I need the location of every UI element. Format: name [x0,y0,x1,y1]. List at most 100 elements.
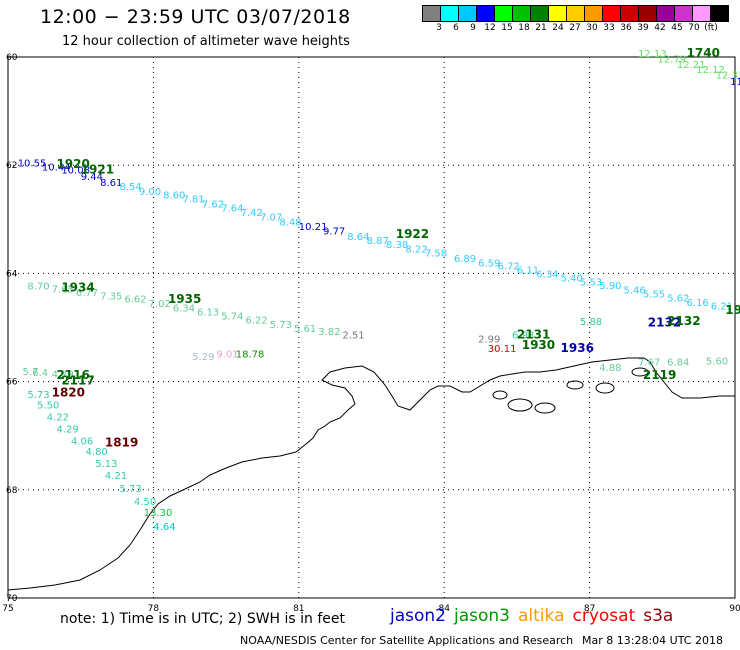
scale-label: 24 [552,23,564,33]
wave-height-label: 5.53 [580,277,602,288]
scale-label: 9 [470,23,476,33]
page-title: 12:00 − 23:59 UTC 03/07/2018 [40,6,351,28]
time-label: 1920 [56,157,89,171]
scale-label: 33 [603,23,615,33]
color-scale-labels: 3 6 9 12 15 18 21 24 27 30 33 36 39 42 45 70 (ft) [422,23,740,35]
scale-swatch [584,5,603,22]
lat-tick-label: 68 [6,486,18,496]
time-label: 1819 [105,436,138,450]
island [492,390,508,400]
scale-label: 12 [484,23,496,33]
wave-height-label: 12.12 [696,65,725,76]
wave-height-label: 6.34 [536,270,558,281]
wave-height-label: 6.34 [173,303,195,314]
wave-height-label: 6.62 [124,295,146,306]
scale-label: 27 [569,23,581,33]
scale-label: 30 [586,23,598,33]
wave-height-label: 10.08 [61,165,90,176]
wave-height-label: 6.72 [498,262,520,273]
scale-swatch [602,5,621,22]
wave-height-label: 5.50 [37,401,59,412]
scale-label: 45 [671,23,683,33]
wave-height-label: 4.29 [56,424,78,435]
scale-label: 42 [654,23,666,33]
time-label: 1936 [561,341,594,355]
scale-swatch [638,5,657,22]
wave-height-label: 4.21 [105,471,127,482]
wave-height-label: 7.07 [260,212,282,223]
satellite-altika: altika [518,606,565,626]
wave-height-label: 5.60 [706,356,728,367]
wave-height-label: 5.61 [294,324,316,335]
time-label: 1930 [522,338,555,352]
wave-height-label: 5.46 [624,285,646,296]
scale-swatch [656,5,675,22]
wave-height-label: 12.79 [657,54,686,65]
wave-height-label: 10.44 [42,163,71,174]
time-label: 2131 [517,327,550,341]
wave-height-label: 9.01 [216,349,238,360]
credit-text: NOAA/NESDIS Center for Satellite Applica… [240,634,574,647]
scale-label: 21 [535,23,547,33]
satellite-s3a: s3a [643,606,674,626]
scale-swatch [494,5,513,22]
wave-height-label: 7.65 [52,284,74,295]
wave-height-label: 4.50 [134,497,156,508]
wave-height-label: 5.74 [221,311,243,322]
wave-height-label: 13.30 [144,508,173,519]
footer-note: note: 1) Time is in UTC; 2) SWH is in fe… [60,611,346,627]
scale-swatch [566,5,585,22]
wave-height-label: 6.93 [512,330,534,341]
lat-tick-label: 66 [6,378,18,388]
wave-height-label: 5.40 [561,274,583,285]
wave-height-label: 6.11 [517,265,539,276]
lon-tick-label: 87 [584,604,595,614]
island [566,380,584,390]
wave-height-label: 6.4 [32,368,48,379]
satellite-jason3: jason3 [454,606,510,626]
wave-height-label: 8.38 [386,240,408,251]
scale-swatch [710,5,729,22]
scale-swatch [692,5,711,22]
wave-height-label: 12.33 [716,71,740,82]
time-label: 2119 [643,368,676,382]
lon-tick-label: 78 [148,604,160,614]
wave-height-label: 8.60 [163,191,185,202]
wave-height-label: 11.53 [730,77,740,88]
wave-height-label: 6.13 [197,308,219,319]
scale-label: 70 [688,23,700,33]
island [595,382,615,394]
wave-height-label: 4.80 [86,447,108,458]
island [534,402,556,414]
scale-swatch [476,5,495,22]
wave-height-label: 5.13 [95,459,117,470]
wave-height-label: 5.7 [23,367,39,378]
wave-height-label: 4.64 [153,522,175,533]
wave-height-label: 4.88 [599,363,621,374]
wave-height-label: 2.51 [342,330,364,341]
page-subtitle: 12 hour collection of altimeter wave hei… [62,34,350,49]
lat-tick-label: 62 [6,161,17,171]
lat-tick-label: 64 [6,269,18,279]
time-label: 1923 [725,303,740,317]
wave-height-label: 7.58 [425,249,447,260]
scale-label: 18 [518,23,530,33]
scale-swatch [440,5,459,22]
wave-height-label: 4.22 [47,413,69,424]
scale-label: 3 [436,23,442,33]
wave-height-label: 8.61 [100,178,122,189]
scale-swatch [458,5,477,22]
scale-swatch [530,5,549,22]
wave-height-label: 7.35 [100,291,122,302]
wave-height-label: 6.16 [687,298,709,309]
wave-height-color-scale [422,5,729,22]
coastline [7,513,151,591]
wave-height-label: 6.59 [478,258,500,269]
island [507,398,533,412]
wave-height-label: 12.21 [677,60,706,71]
wave-height-label: 4.79 [52,369,74,380]
scale-label: 6 [453,23,459,33]
map-frame [7,56,736,599]
coastline [149,357,735,515]
time-label: 2117 [61,373,94,387]
